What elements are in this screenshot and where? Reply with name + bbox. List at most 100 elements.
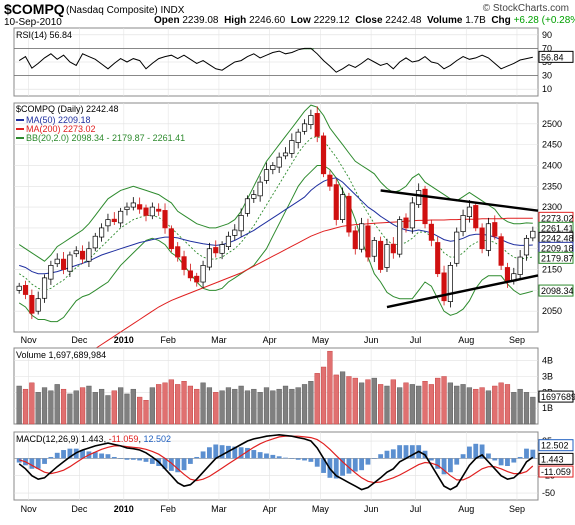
macd-last-value: -11.059 (541, 467, 571, 477)
candle-body (99, 227, 105, 238)
volume-bar (73, 390, 79, 425)
price-legend: $COMPQ (Daily) 2242.48 (16, 104, 119, 114)
volume-bar (352, 377, 358, 425)
macd-histogram-bar (479, 444, 485, 459)
macd-histogram-bar (245, 447, 250, 459)
macd-last-value-box (538, 452, 574, 465)
price-tick-label: 2400 (542, 160, 562, 170)
candle-body (270, 165, 276, 170)
candle-body (447, 265, 453, 302)
candle-body (466, 206, 472, 218)
candle-body (54, 258, 60, 265)
volume-bar (308, 381, 314, 425)
candle-body (320, 135, 327, 175)
volume-bar (346, 376, 352, 425)
volume-bar (339, 371, 346, 425)
candle-body (206, 248, 212, 268)
volume-bar (327, 350, 333, 425)
macd-histogram-bar (54, 452, 60, 459)
macd-histogram-bar (264, 453, 269, 459)
x-axis-label-bottom: Dec (71, 504, 88, 514)
price-tag-box (538, 251, 574, 264)
x-axis-label-bottom: Jun (364, 504, 379, 514)
candle-body (530, 230, 536, 239)
price-tick-label: 2500 (542, 119, 562, 129)
candle-body (251, 194, 257, 199)
bb-middle-line (18, 135, 533, 291)
bb-lower-line (18, 165, 533, 323)
candle-body (244, 198, 251, 214)
volume-bar (365, 379, 371, 425)
macd-histogram-bar (42, 458, 47, 464)
volume-bar (175, 384, 181, 425)
macd-histogram-bar (118, 458, 124, 459)
candle-body (200, 265, 206, 283)
macd-histogram-bar (302, 458, 307, 461)
candle-body (238, 215, 244, 232)
volume-bar (238, 385, 244, 425)
macd-histogram-bar (390, 449, 396, 459)
volume-bar (137, 396, 143, 425)
high-value: 2246.60 (249, 15, 286, 26)
volume-bar (270, 390, 276, 425)
volume-bar (492, 385, 498, 425)
macd-histogram-bar (137, 458, 143, 461)
volume-bar (384, 385, 390, 425)
volume-bar (187, 385, 193, 425)
volume-bar (48, 390, 54, 425)
volume-bar (181, 381, 187, 425)
macd-histogram-bar (517, 456, 523, 459)
candle-body (346, 195, 352, 233)
macd-histogram-bar (92, 452, 98, 459)
volume-bar (92, 392, 98, 425)
volume-bar (22, 388, 29, 425)
price-tick-label: 2050 (542, 306, 562, 316)
macd-histogram-bar (359, 458, 365, 471)
macd-histogram-bar (143, 458, 149, 462)
candle-body (523, 237, 530, 256)
x-axis-label: Jul (410, 335, 422, 345)
volume-bar (124, 393, 130, 425)
volume-bar (523, 392, 530, 425)
volume-bar (219, 390, 225, 425)
candle-body (378, 240, 384, 270)
symbol-description: (Nasdaq Composite) INDX (66, 5, 185, 16)
candle-body (460, 215, 466, 233)
macd-histogram-bar (168, 458, 174, 471)
macd-histogram-bar (333, 458, 339, 479)
x-axis-label: Apr (263, 335, 277, 345)
ohlc-readout: Open 2239.08 High 2246.60 Low 2229.12 Cl… (154, 15, 575, 26)
macd-histogram-bar (435, 458, 441, 469)
candle-body (73, 250, 79, 255)
macd-histogram-bar (251, 450, 257, 459)
macd-histogram-bar (130, 458, 136, 460)
rsi-tick-label: 90 (542, 30, 552, 40)
macd-histogram-bar (181, 458, 187, 471)
candle-body (48, 265, 54, 280)
macd-histogram-bar (321, 458, 326, 473)
volume-bar (200, 382, 206, 425)
volume-tick-label: 1B (542, 403, 553, 413)
candle-body (175, 246, 181, 258)
price-tick-label: 2350 (542, 181, 562, 191)
x-axis-label: Feb (160, 335, 176, 345)
price-tag: 2209.18 (541, 243, 574, 253)
candle-body (365, 225, 371, 258)
macd-histogram-bar (441, 458, 447, 475)
candle-body (390, 243, 396, 254)
volume-legend: Volume 1,697,689,984 (16, 350, 106, 360)
volume-bar (378, 384, 384, 425)
x-axis-label: Dec (71, 335, 88, 345)
candle-body (333, 184, 339, 220)
ma200-line (18, 217, 533, 400)
volume-bar (276, 388, 282, 425)
volume-bar (371, 377, 377, 425)
volume-bar (314, 373, 320, 425)
candle-body (276, 156, 282, 168)
volume-bar (460, 384, 466, 425)
candle-body (403, 217, 409, 229)
candle-body (168, 228, 174, 250)
trendline (380, 189, 539, 212)
candle-body (143, 207, 149, 216)
